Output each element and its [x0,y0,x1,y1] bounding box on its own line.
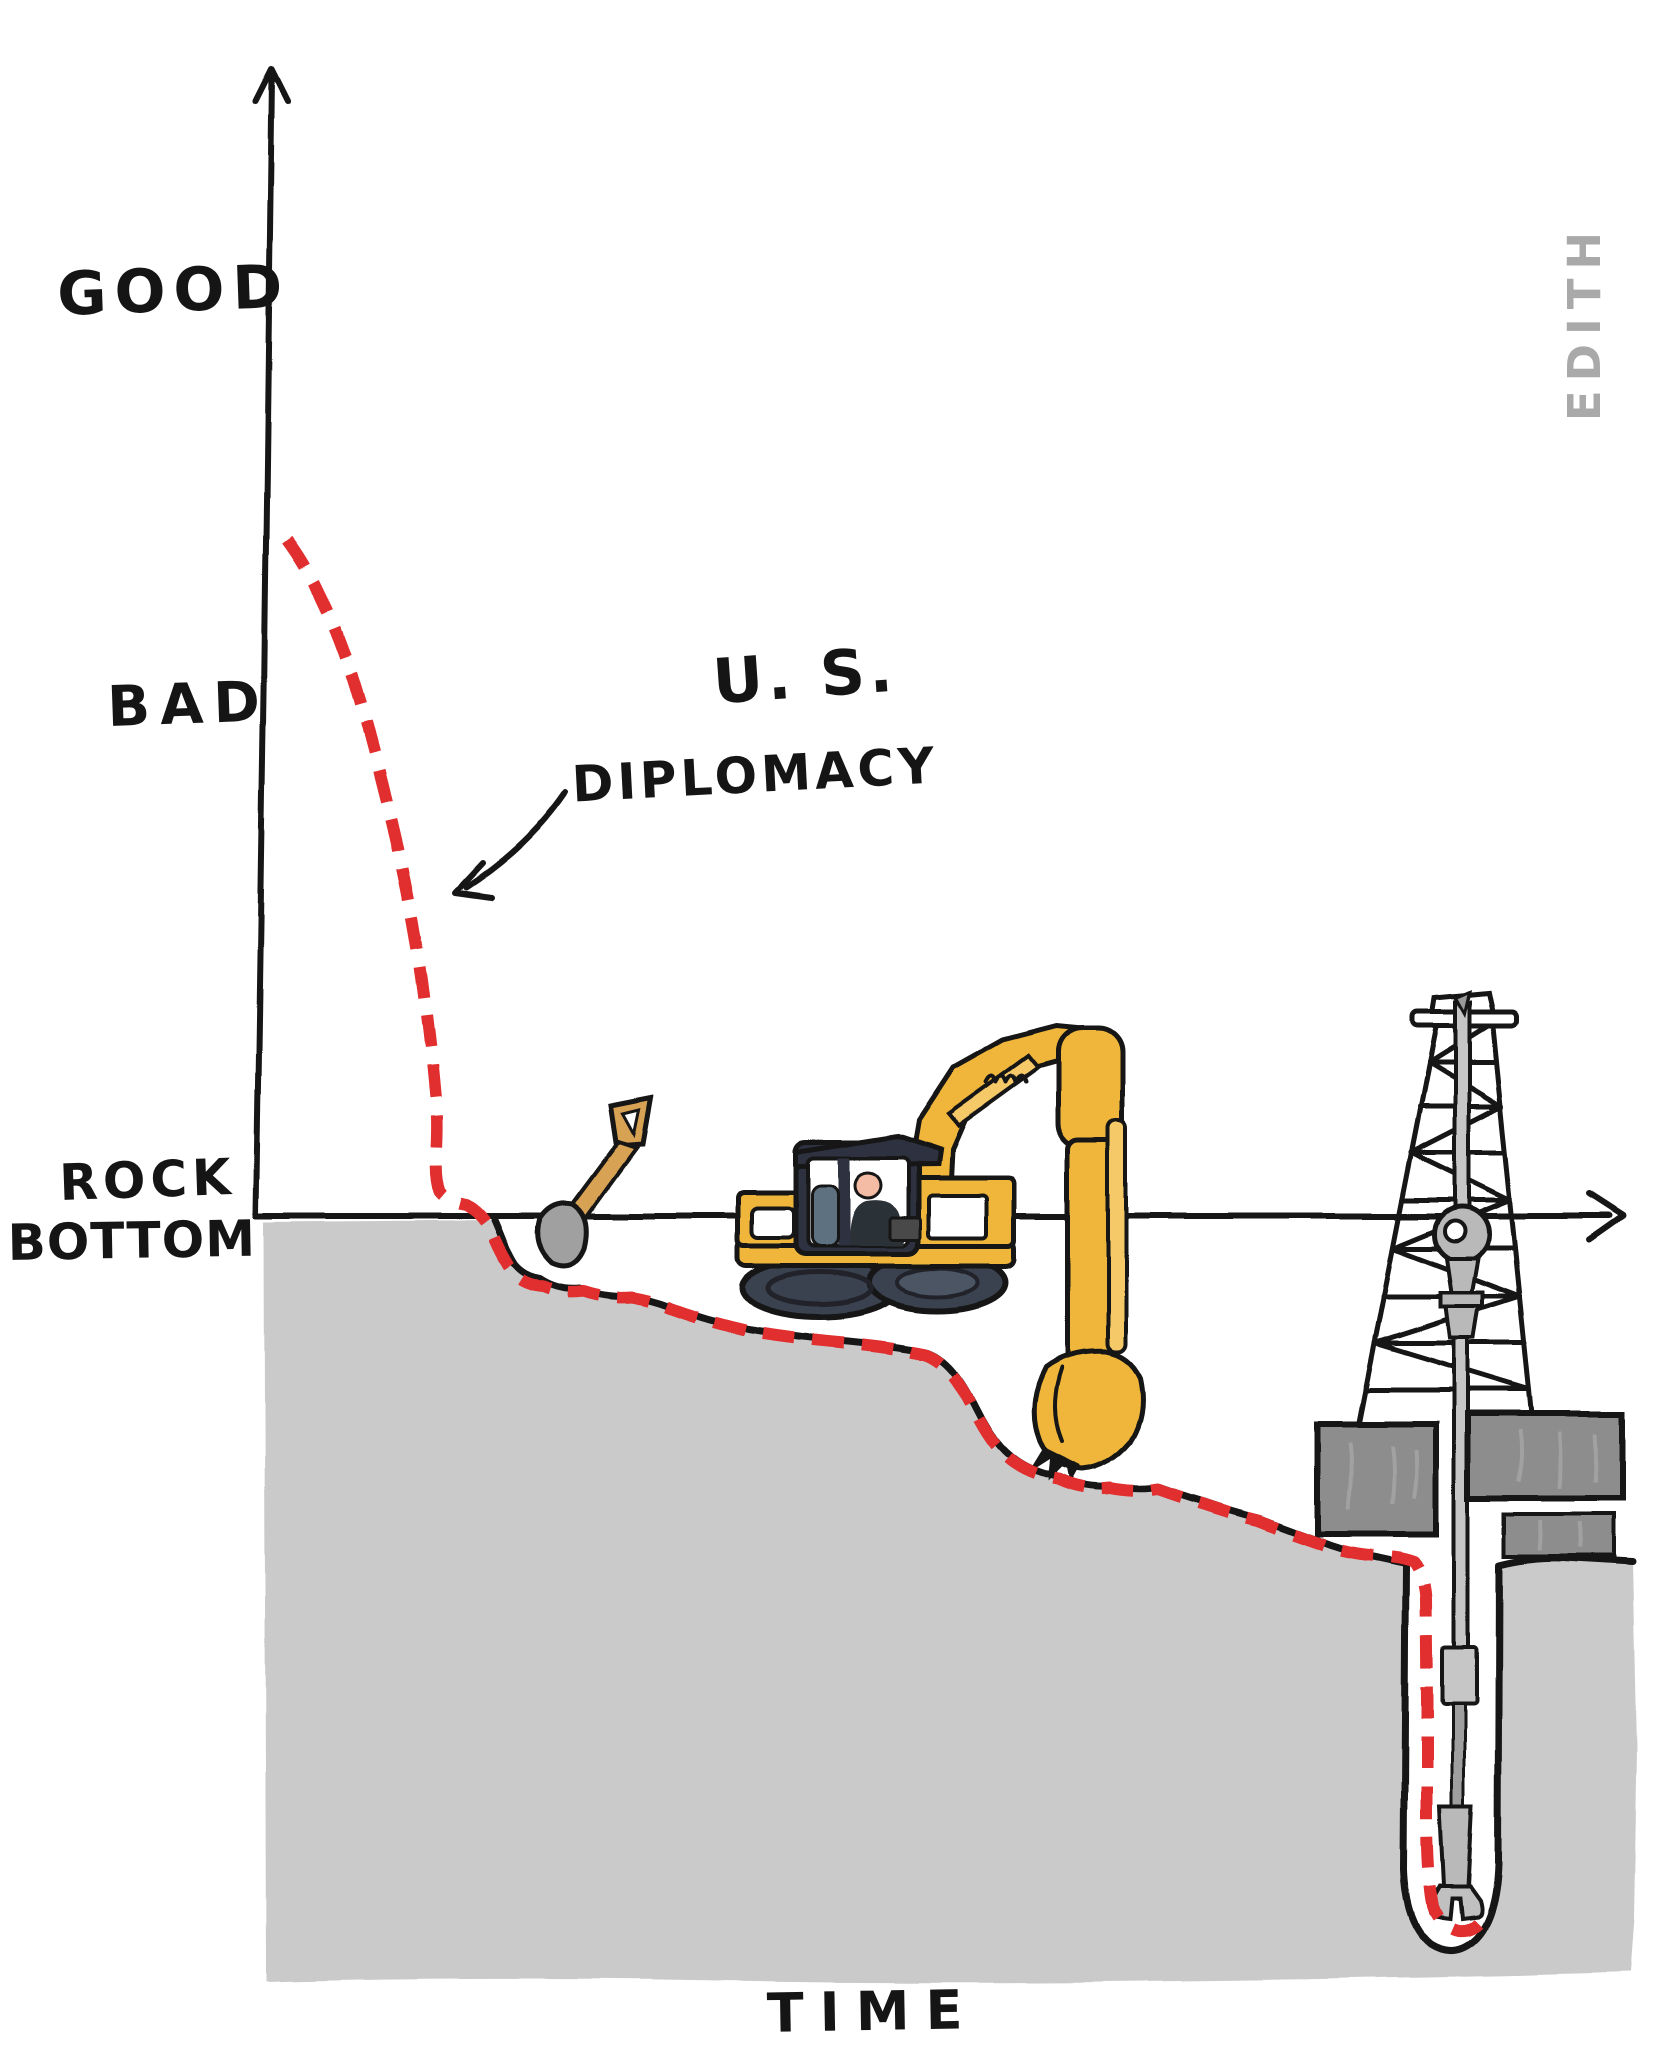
diplomacy-dashed-line [282,536,1483,1937]
excavator-window-divider [838,1158,850,1246]
y-axis-label-good: GOOD [56,252,291,330]
excavator-engine-slot [926,1194,988,1240]
excavator-bucket-teeth [1028,1448,1080,1484]
y-axis-label-rock: ROCK [58,1148,236,1212]
drill-pipe-thin [1450,1702,1466,1808]
platform-texture-streaks [1346,1429,1599,1551]
y-axis-label-bottom: BOTTOM [7,1210,256,1272]
swivel [1432,1204,1492,1340]
shovel-icon [535,1094,654,1268]
callout-arrow-shaft [463,789,569,891]
driver-head [853,1171,883,1201]
series-label-line1: U. S. [710,633,898,719]
crown-pulley [1452,989,1472,1019]
derrick-right-leg [1489,1019,1536,1428]
oil-derrick-icon [1315,989,1626,1921]
platform-left-block [1315,1421,1439,1537]
derrick-left-leg [1355,1019,1440,1428]
ground-fill [264,1220,1637,1983]
y-axis-label-bad: BAD [106,669,271,740]
excavator-boom-squiggle [984,1074,1028,1084]
excavator-track-inner [765,1269,875,1307]
excavator-counterweight-slot [750,1206,796,1240]
excavator-arm-cylinder [1106,1118,1128,1354]
callout-arrow-head [452,861,494,901]
excavator-icon [735,1023,1145,1484]
drill-collar [1437,1804,1475,1888]
axes [253,67,1625,1243]
swivel-hook-hole [1443,1219,1467,1243]
swivel-lower-block [1443,1304,1482,1340]
platform-right-block [1465,1411,1626,1501]
axis-labels: GOOD BAD ROCK BOTTOM TIME [7,252,979,2045]
shovel-grip-hole [619,1107,640,1139]
excavator-bucket-curve [1053,1366,1064,1444]
driver-console [888,1216,922,1242]
series-label-line2: DIPLOMACY [570,736,939,813]
shovel-blade [535,1200,589,1268]
y-axis-arrowhead-icon [253,67,291,105]
driver-seat [810,1184,840,1248]
x-axis-label-time: TIME [766,1978,979,2045]
callout-arrow-icon [452,789,569,901]
x-axis-arrowhead-icon [1585,1191,1625,1243]
swivel-band [1439,1290,1485,1308]
drill-pipe-coupling [1440,1646,1478,1706]
excavator-track-inner-right [896,1266,980,1298]
series-label: U. S. DIPLOMACY [570,633,939,814]
swivel-neck [1444,1256,1481,1294]
y-axis-line [253,75,275,1217]
artist-signature: EDITH [1558,223,1611,421]
platform-lower-layer [1502,1512,1616,1558]
drill-pipe-upper [1453,1000,1471,1210]
